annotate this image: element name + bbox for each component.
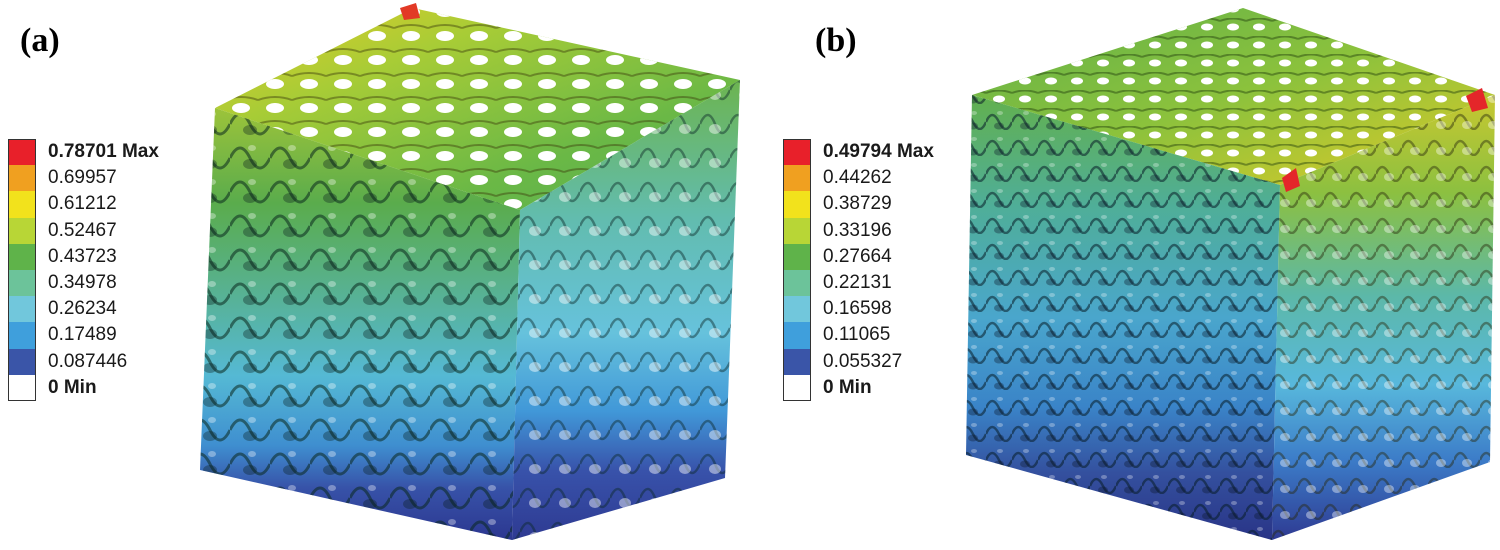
legend-swatch (783, 139, 811, 166)
legend-entry: 0.055327 (783, 348, 934, 375)
legend-swatch (8, 269, 36, 297)
legend-value: 0.27664 (823, 245, 892, 267)
color-legend: 0.49794 Max 0.44262 0.38729 0.33196 0.27… (783, 139, 934, 401)
legend-entry: 0 Min (8, 374, 159, 401)
legend-entry: 0.69957 (8, 165, 159, 192)
legend-swatch (8, 165, 36, 192)
legend-entry: 0.17489 (8, 322, 159, 349)
legend-value: 0.16598 (823, 298, 892, 320)
legend-entry: 0.27664 (783, 243, 934, 270)
legend-entry: 0.38729 (783, 191, 934, 218)
legend-swatch (783, 296, 811, 323)
legend-entry: 0.44262 (783, 165, 934, 192)
legend-entry: 0.49794 Max (783, 139, 934, 166)
legend-swatch (783, 374, 811, 401)
legend-value: 0.38729 (823, 193, 892, 215)
legend-entry: 0.22131 (783, 269, 934, 297)
legend-entry: 0.26234 (8, 296, 159, 323)
legend-swatch (8, 243, 36, 270)
legend-min-label: 0 Min (48, 376, 97, 398)
legend-value: 0.34978 (48, 271, 117, 293)
legend-value: 0.11065 (823, 324, 891, 346)
legend-max-label: 0.49794 Max (823, 141, 934, 162)
legend-swatch (8, 139, 36, 166)
lattice-cube-render (966, 8, 1495, 540)
panel-label: (b) (815, 22, 857, 59)
color-legend: 0.78701 Max 0.69957 0.61212 0.52467 0.43… (8, 139, 159, 401)
legend-swatch (8, 374, 36, 401)
legend-swatch (8, 191, 36, 218)
legend-entry: 0.61212 (8, 191, 159, 218)
legend-entry: 0.33196 (783, 217, 934, 244)
legend-entry: 0.52467 (8, 217, 159, 244)
legend-value: 0.22131 (823, 271, 892, 293)
legend-value: 0.61212 (48, 193, 117, 215)
legend-entry: 0.11065 (783, 322, 934, 349)
legend-entry: 0.43723 (8, 243, 159, 270)
legend-swatch (8, 296, 36, 323)
legend-swatch (783, 322, 811, 349)
legend-swatch (783, 243, 811, 270)
legend-value: 0.43723 (48, 245, 117, 267)
legend-value: 0.087446 (48, 350, 128, 372)
panel-a: (a) 0.78701 Max 0.69957 0.61212 0.52467 … (8, 3, 740, 540)
legend-swatch (783, 191, 811, 218)
legend-swatch (8, 322, 36, 349)
legend-swatch (8, 217, 36, 244)
legend-entry: 0.78701 Max (8, 139, 159, 166)
legend-max-label: 0.78701 Max (48, 141, 159, 162)
legend-value: 0.055327 (823, 350, 903, 372)
legend-value: 0.44262 (823, 167, 892, 189)
legend-swatch (783, 165, 811, 192)
legend-swatch (8, 348, 36, 375)
legend-entry: 0 Min (783, 374, 934, 401)
legend-value: 0.33196 (823, 219, 892, 241)
legend-value: 0.17489 (48, 324, 117, 346)
legend-value: 0.52467 (48, 219, 117, 241)
legend-value: 0.26234 (48, 298, 117, 320)
legend-entry: 0.087446 (8, 348, 159, 375)
legend-entry: 0.34978 (8, 269, 159, 297)
legend-entry: 0.16598 (783, 296, 934, 323)
panel-b: (b) 0.49794 Max 0.44262 0.38729 0.33196 … (750, 0, 1500, 550)
lattice-cube-render (200, 3, 740, 540)
legend-swatch (783, 217, 811, 244)
legend-swatch (783, 269, 811, 297)
panel-label: (a) (20, 22, 60, 59)
legend-swatch (783, 348, 811, 375)
legend-value: 0.69957 (48, 167, 117, 189)
legend-min-label: 0 Min (823, 376, 872, 398)
